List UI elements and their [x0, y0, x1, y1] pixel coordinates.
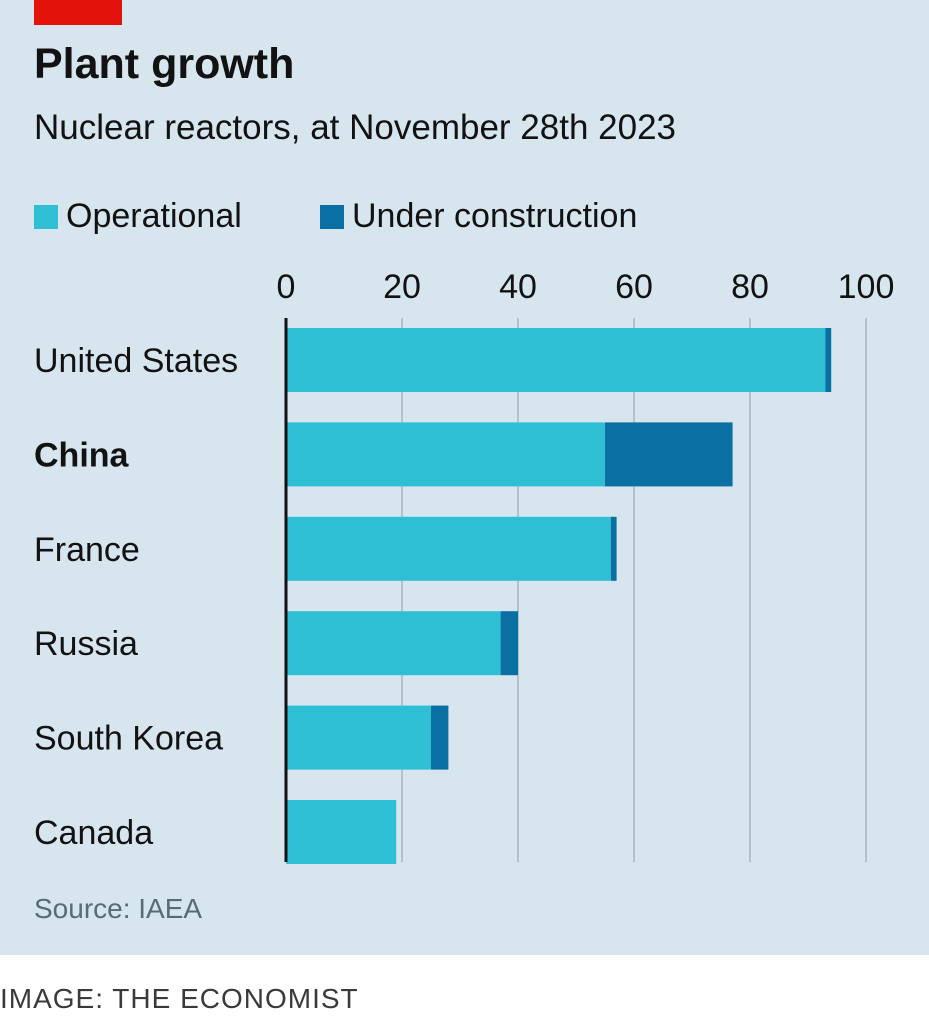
bar-under-construction — [431, 705, 449, 770]
bar-chart: 0 20 40 60 80 100 United States China France Russ… — [34, 268, 895, 864]
category-label: China — [34, 436, 130, 474]
legend-item-under-construction: Under construction — [320, 197, 637, 236]
chart-title: Plant growth — [34, 40, 295, 88]
chart-subtitle: Nuclear reactors, at November 28th 2023 — [34, 108, 676, 147]
category-label: France — [34, 531, 140, 569]
category-label: South Korea — [34, 720, 223, 758]
bar-operational — [286, 422, 605, 487]
bar-operational — [286, 800, 397, 864]
bar-operational — [286, 328, 826, 392]
legend-label-operational: Operational — [66, 197, 242, 235]
legend-label-under-construction: Under construction — [352, 197, 638, 235]
bar-under-construction — [610, 516, 617, 581]
bar-operational — [286, 516, 611, 581]
x-tick-label: 20 — [383, 268, 421, 306]
bar-operational — [286, 705, 431, 770]
category-label: Russia — [34, 625, 138, 663]
legend-item-operational: Operational — [34, 197, 242, 236]
category-label: United States — [34, 342, 238, 380]
legend-swatch-operational — [34, 204, 58, 229]
legend-swatch-under-construction — [320, 204, 344, 229]
brand-red-bar — [34, 0, 122, 25]
x-tick-label: 100 — [838, 268, 895, 306]
bar-operational — [286, 611, 501, 676]
bar-under-construction — [605, 422, 733, 487]
bar-under-construction — [825, 328, 832, 392]
image-credit: IMAGE: THE ECONOMIST — [0, 983, 359, 1014]
bar-under-construction — [500, 611, 518, 676]
x-tick-label: 40 — [499, 268, 537, 306]
x-tick-label: 60 — [615, 268, 653, 306]
category-label: Canada — [34, 814, 153, 852]
x-tick-label: 80 — [731, 268, 769, 306]
source-note: Source: IAEA — [34, 893, 203, 924]
x-tick-label: 0 — [277, 268, 296, 306]
